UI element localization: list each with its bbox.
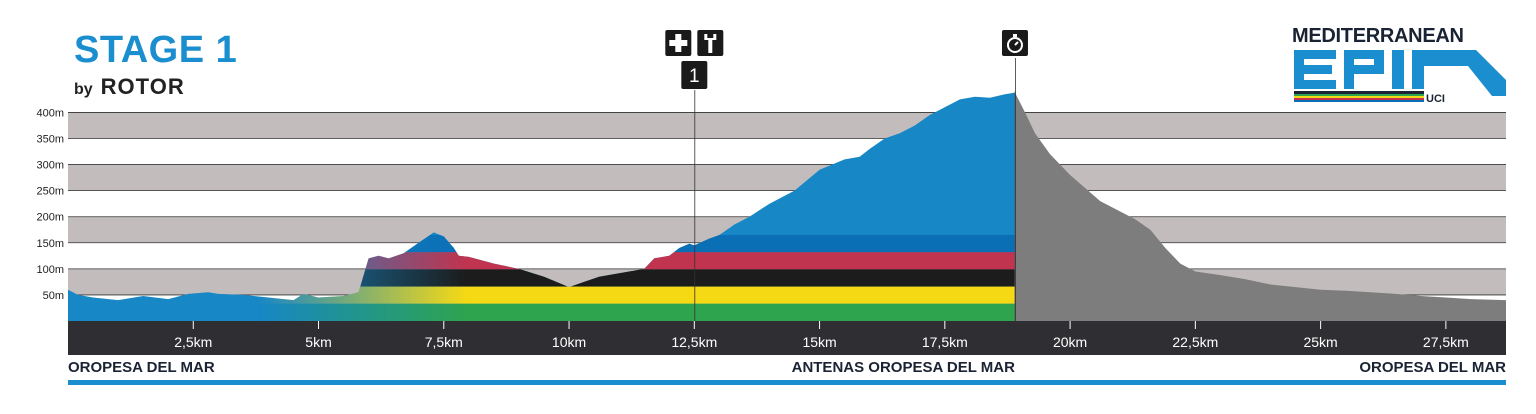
badge-bg [681, 61, 708, 89]
y-tick-label: 400m [36, 107, 64, 119]
y-tick-label: 150m [36, 238, 64, 250]
waypoint-label: OROPESA DEL MAR [68, 359, 215, 376]
x-tick-label: 10km [552, 334, 586, 350]
y-axis-labels: 50m 100m 150m 200m 250m 300m 350m 400m [36, 107, 64, 301]
x-tick-label: 17,5km [922, 334, 968, 350]
axis-bar [68, 321, 1506, 355]
stopwatch-icon [1001, 30, 1028, 56]
logo-uci-badge: UCI [1426, 93, 1445, 105]
wrench-icon [697, 30, 724, 56]
grid-band [68, 164, 1506, 191]
x-tick-label: 2,5km [174, 334, 212, 350]
x-axis-labels: 2,5km 5km 7,5km 10km 12,5km 15km 17,5km 20km 22,… [174, 321, 1469, 350]
x-tick-label: 27,5km [1423, 334, 1469, 350]
event-logo: MEDITERRANEAN UCI [1292, 26, 1508, 113]
epic-logo-mark: UCI [1294, 50, 1506, 105]
stage-heading: STAGE 1 by ROTOR [74, 30, 237, 100]
first-aid-icon [665, 30, 692, 56]
x-tick-label: 25km [1303, 334, 1337, 350]
y-tick-label: 250m [36, 186, 64, 198]
sponsor-line: by ROTOR [74, 74, 237, 100]
logo-name: MEDITERRANEAN [1292, 25, 1464, 47]
y-tick-label: 350m [36, 134, 64, 146]
stripe-band [68, 303, 1015, 321]
stripe-band [68, 252, 1015, 270]
grid-band [68, 112, 1506, 139]
x-tick-label: 20km [1053, 334, 1087, 350]
x-tick-label: 5km [305, 334, 331, 350]
sponsor-by: by [74, 81, 93, 98]
y-tick-label: 300m [36, 160, 64, 172]
wrench-head [704, 34, 717, 40]
cross-vertical [675, 34, 682, 52]
waypoint-label: OROPESA DEL MAR [1359, 359, 1506, 376]
stopwatch-crown [1012, 34, 1017, 37]
stopwatch-hand [1014, 41, 1019, 46]
y-tick-label: 50m [43, 290, 64, 302]
x-tick-label: 22,5km [1172, 334, 1218, 350]
route-markers: 1 [665, 30, 1028, 321]
stage-title: STAGE 1 [74, 29, 238, 71]
marker-number-badge: 1 [681, 61, 708, 89]
stopwatch-face [1006, 37, 1023, 53]
y-tick-label: 100m [36, 264, 64, 276]
bottom-rule [68, 380, 1506, 385]
marker-label: 1 [689, 66, 700, 87]
waypoint-label: ANTENAS OROPESA DEL MAR [792, 359, 1016, 376]
sponsor-name: ROTOR [100, 74, 185, 99]
y-tick-label: 200m [36, 212, 64, 224]
x-tick-label: 15km [802, 334, 836, 350]
x-tick-label: 12,5km [671, 334, 717, 350]
wrench-handle [708, 39, 713, 53]
x-axis-bar [68, 321, 1506, 385]
x-tick-label: 7,5km [425, 334, 463, 350]
waypoint-labels: OROPESA DEL MAR ANTENAS OROPESA DEL MAR OR… [68, 359, 1506, 376]
